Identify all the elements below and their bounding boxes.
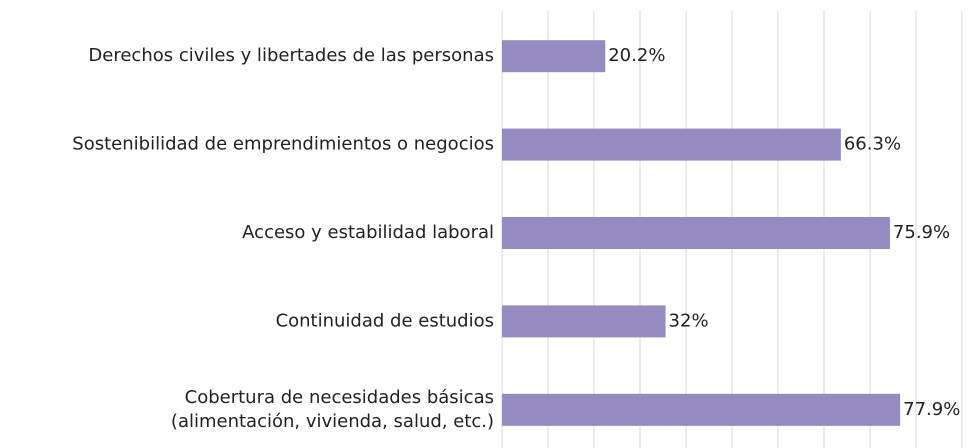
category-label: Sostenibilidad de emprendimientos o nego…: [72, 134, 494, 155]
value-label: 32%: [669, 310, 709, 331]
category-label: Acceso y estabilidad laboral: [242, 222, 494, 243]
bar: [502, 40, 606, 73]
bar: [502, 305, 666, 338]
category-label: Cobertura de necesidades básicas (aliment…: [171, 387, 494, 432]
value-label: 77.9%: [903, 399, 960, 420]
bar: [502, 128, 841, 161]
category-label: Derechos civiles y libertades de las per…: [88, 45, 494, 66]
value-label: 75.9%: [893, 222, 950, 243]
value-label: 66.3%: [844, 134, 901, 155]
category-label: Continuidad de estudios: [276, 310, 494, 331]
bar: [502, 393, 901, 426]
value-label: 20.2%: [608, 45, 665, 66]
bar: [502, 217, 890, 249]
